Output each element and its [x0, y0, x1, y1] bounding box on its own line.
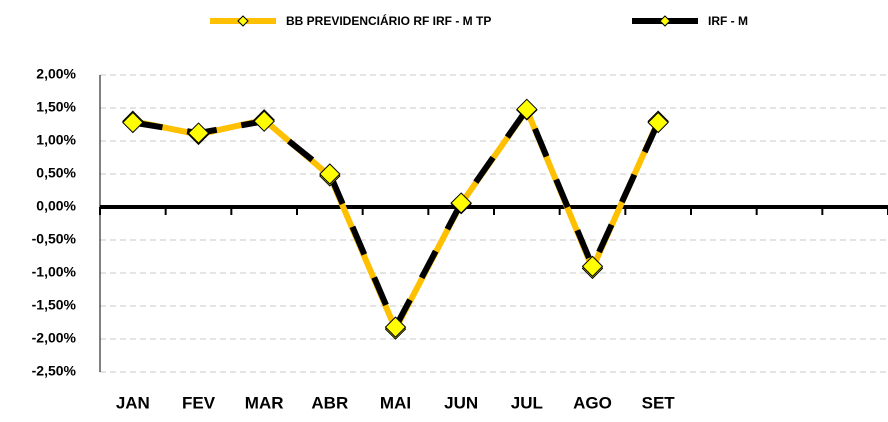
legend-marker: [237, 15, 249, 27]
marker: [581, 255, 604, 278]
x-tick-label: JUN: [444, 393, 478, 412]
marker: [319, 163, 341, 185]
marker: [647, 111, 669, 134]
y-tick-label: 0,00%: [36, 198, 76, 214]
marker: [516, 98, 538, 121]
series-line: [132, 106, 661, 333]
y-tick-label: -2,00%: [32, 330, 77, 346]
marker: [384, 316, 407, 338]
marker: [187, 122, 210, 144]
x-tick-label: ABR: [311, 393, 348, 412]
series-line: [132, 106, 661, 331]
y-tick-label: -0,50%: [32, 231, 77, 247]
legend-marker: [659, 15, 671, 27]
y-tick-label: 0,50%: [36, 165, 76, 181]
y-tick-label: -1,50%: [32, 297, 77, 313]
marker: [253, 110, 275, 132]
marker: [122, 111, 144, 134]
x-tick-label: MAI: [380, 393, 411, 412]
y-tick-label: 2,00%: [36, 66, 76, 82]
x-tick-label: MAR: [245, 393, 284, 412]
legend-label: BB PREVIDENCIÁRIO RF IRF - M TP: [286, 13, 491, 28]
y-tick-label: -2,50%: [32, 363, 77, 379]
y-tick-label: 1,00%: [36, 132, 76, 148]
x-tick-label: SET: [642, 393, 676, 412]
y-tick-label: 1,50%: [36, 99, 76, 115]
x-tick-label: FEV: [182, 393, 216, 412]
y-tick-label: -1,00%: [32, 264, 77, 280]
x-tick-label: JUL: [511, 393, 543, 412]
marker: [450, 192, 472, 214]
legend-label: IRF - M: [708, 14, 748, 28]
x-tick-label: JAN: [116, 393, 150, 412]
x-tick-label: AGO: [573, 393, 612, 412]
